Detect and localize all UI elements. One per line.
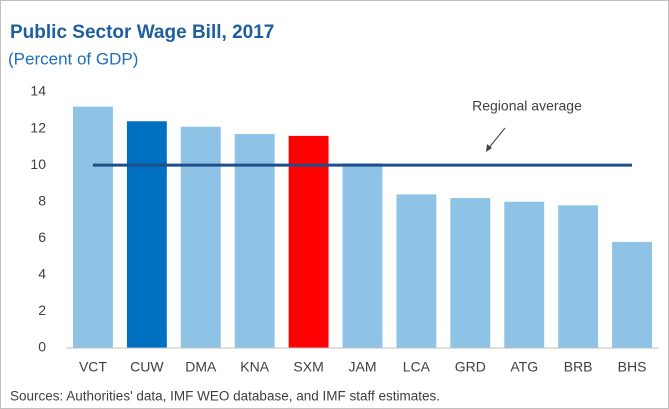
x-tick-label: BRB [564,359,593,375]
x-tick-label: VCT [79,359,107,375]
annotation-arrow [487,127,506,150]
bar [234,134,275,348]
bar [288,135,329,348]
bar [180,126,221,348]
reference-label: Regional average [472,98,582,114]
bar [558,205,599,348]
bar [342,163,383,348]
x-tick-label: GRD [455,359,486,375]
y-tick-label: 8 [38,192,46,208]
chart-subtitle: (Percent of GDP) [8,49,138,68]
bar [450,198,491,348]
bar [504,201,545,348]
y-tick-label: 2 [38,302,46,318]
x-tick-label: SXM [293,359,323,375]
bar [612,241,652,348]
y-tick-label: 12 [30,119,46,135]
bar [73,106,113,348]
arrow-head [486,144,492,152]
x-tick-label: JAM [349,359,377,375]
x-tick-label: DMA [185,359,217,375]
x-tick-label: LCA [403,359,431,375]
source-note: Sources: Authorities' data, IMF WEO data… [10,389,440,404]
x-tick-label: BHS [618,359,647,375]
x-tick-label: ATG [510,359,538,375]
y-tick-label: 10 [30,156,46,172]
y-tick-label: 14 [30,83,46,99]
chart-title: Public Sector Wage Bill, 2017 [10,22,274,43]
x-tick-label: KNA [240,359,269,375]
bar [396,194,437,348]
y-tick-label: 6 [38,229,46,245]
y-tick-label: 4 [38,266,46,282]
bar [126,121,167,348]
y-tick-label: 0 [38,339,46,355]
x-tick-label: CUW [130,359,164,375]
